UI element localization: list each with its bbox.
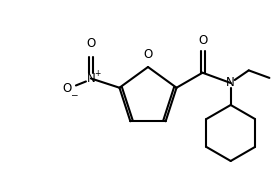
Text: O: O (62, 82, 72, 95)
Text: N: N (226, 76, 235, 89)
Text: O: O (198, 34, 207, 47)
Text: +: + (94, 69, 100, 78)
Text: O: O (86, 37, 95, 50)
Text: O: O (143, 48, 153, 61)
Text: −: − (70, 90, 78, 99)
Text: N: N (87, 72, 95, 85)
